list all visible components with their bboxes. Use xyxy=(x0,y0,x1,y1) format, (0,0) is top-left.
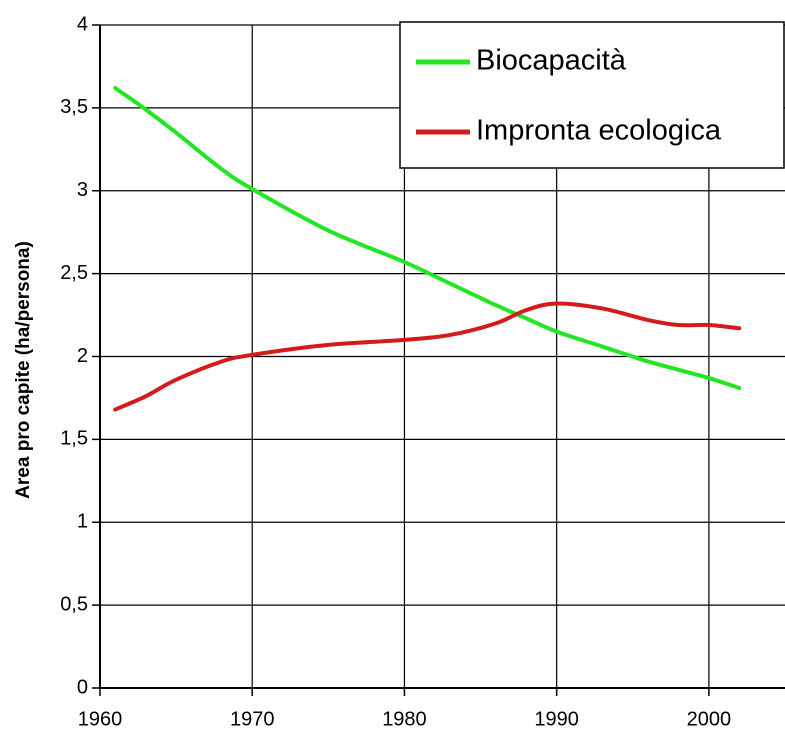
legend: Biocapacità Impronta ecologica xyxy=(399,21,785,169)
series-line xyxy=(113,301,742,412)
x-tick-label: 1990 xyxy=(534,708,579,730)
y-tick-label: 4 xyxy=(77,13,88,35)
y-axis-label: Area pro capite (ha/persona) xyxy=(13,241,34,499)
y-tick-label: 3,5 xyxy=(60,96,88,118)
legend-box xyxy=(399,21,785,169)
y-tick-label: 0 xyxy=(77,676,88,698)
y-tick-label: 1 xyxy=(77,511,88,533)
y-tick-label: 3 xyxy=(77,179,88,201)
x-tick-label: 1960 xyxy=(78,708,123,730)
series-line xyxy=(113,85,742,390)
legend-label: Biocapacità xyxy=(476,45,627,77)
y-tick-label: 1,5 xyxy=(60,428,88,450)
y-tick-label: 0,5 xyxy=(60,593,88,615)
x-tick-label: 2000 xyxy=(687,708,732,730)
x-tick-label: 1980 xyxy=(382,708,427,730)
legend-label: Impronta ecologica xyxy=(476,115,722,147)
y-tick-label: 2,5 xyxy=(60,262,88,284)
x-tick-label: 1970 xyxy=(230,708,275,730)
y-tick-label: 2 xyxy=(77,345,88,367)
